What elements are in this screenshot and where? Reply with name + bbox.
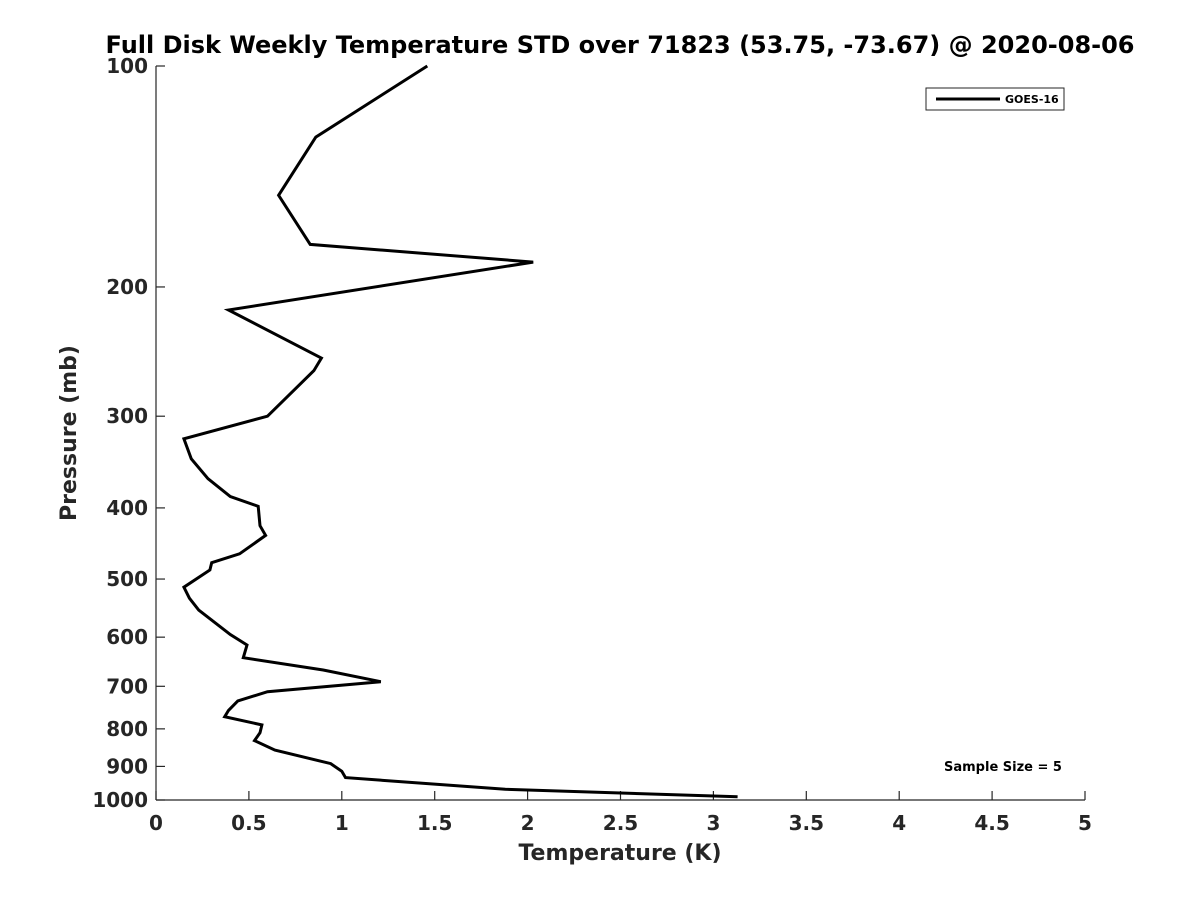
legend: GOES-16 — [925, 87, 1065, 111]
x-axis-ticks: 0 0.5 1 1.5 2 2.5 3 3.5 4 4.5 5 — [149, 791, 1092, 835]
x-tick-label: 3 — [706, 811, 720, 835]
x-tick-label: 2 — [521, 811, 535, 835]
x-tick-label: 1 — [335, 811, 349, 835]
chart-title: Full Disk Weekly Temperature STD over 71… — [106, 31, 1135, 59]
legend-entry-goes-16: GOES-16 — [1005, 93, 1059, 106]
series-line-goes-16 — [181, 64, 738, 799]
x-tick-label: 4.5 — [974, 811, 1009, 835]
x-tick-label: 2.5 — [603, 811, 638, 835]
x-tick-label: 1.5 — [417, 811, 452, 835]
y-tick-label: 600 — [106, 625, 148, 649]
y-tick-label: 900 — [106, 754, 148, 778]
y-tick-label: 700 — [106, 674, 148, 698]
x-tick-label: 0.5 — [231, 811, 266, 835]
y-tick-label: 1000 — [92, 788, 148, 812]
x-tick-label: 3.5 — [789, 811, 824, 835]
y-tick-label: 400 — [106, 496, 148, 520]
y-axis-label: Pressure (mb) — [57, 345, 82, 521]
x-axis-label: Temperature (K) — [518, 841, 721, 866]
x-tick-label: 5 — [1078, 811, 1092, 835]
y-axis-ticks: 100 200 300 400 500 600 700 800 900 1000 — [92, 54, 165, 812]
y-tick-label: 200 — [106, 275, 148, 299]
sample-size-annotation: Sample Size = 5 — [944, 760, 1062, 775]
y-tick-label: 300 — [106, 404, 148, 428]
x-tick-label: 0 — [149, 811, 163, 835]
y-tick-label: 500 — [106, 567, 148, 591]
x-tick-label: 4 — [892, 811, 906, 835]
series-layer — [181, 64, 738, 799]
y-tick-label: 100 — [106, 54, 148, 78]
y-tick-label: 800 — [106, 717, 148, 741]
